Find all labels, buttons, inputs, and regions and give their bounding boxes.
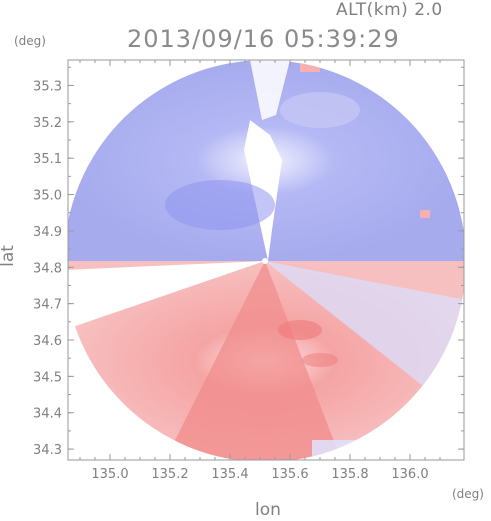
x-tick-label: 135.6 — [271, 467, 308, 482]
y-tick-label: 34.3 — [33, 443, 62, 458]
y-tick-label: 34.8 — [33, 261, 62, 276]
y-unit-label: (deg) — [14, 34, 46, 48]
y-tick-label: 34.7 — [33, 298, 62, 313]
y-tick-label: 34.4 — [33, 407, 62, 422]
y-tick-label: 35.0 — [33, 189, 62, 204]
y-tick-label: 35.2 — [33, 116, 62, 131]
y-tick-label: 34.5 — [33, 370, 62, 385]
y-tick-label: 34.9 — [33, 225, 62, 240]
x-axis-label: lon — [255, 500, 281, 520]
plot-frame — [67, 59, 465, 461]
axis-ticks — [68, 60, 464, 460]
altitude-label: ALT(km) 2.0 — [336, 0, 443, 20]
radar-center-marker — [262, 258, 268, 264]
plot-timestamp-title: 2013/09/16 05:39:29 — [127, 25, 400, 53]
x-tick-label: 135.0 — [91, 467, 128, 482]
x-tick-label: 135.8 — [331, 467, 368, 482]
y-tick-label: 35.1 — [33, 152, 62, 167]
radar-disk — [68, 60, 464, 460]
x-tick-label: 136.0 — [391, 467, 428, 482]
y-tick-label: 34.6 — [33, 334, 62, 349]
x-tick-label: 135.2 — [151, 467, 188, 482]
y-tick-label: 35.3 — [33, 79, 62, 94]
x-tick-label: 135.4 — [211, 467, 248, 482]
x-unit-label: (deg) — [452, 487, 484, 501]
